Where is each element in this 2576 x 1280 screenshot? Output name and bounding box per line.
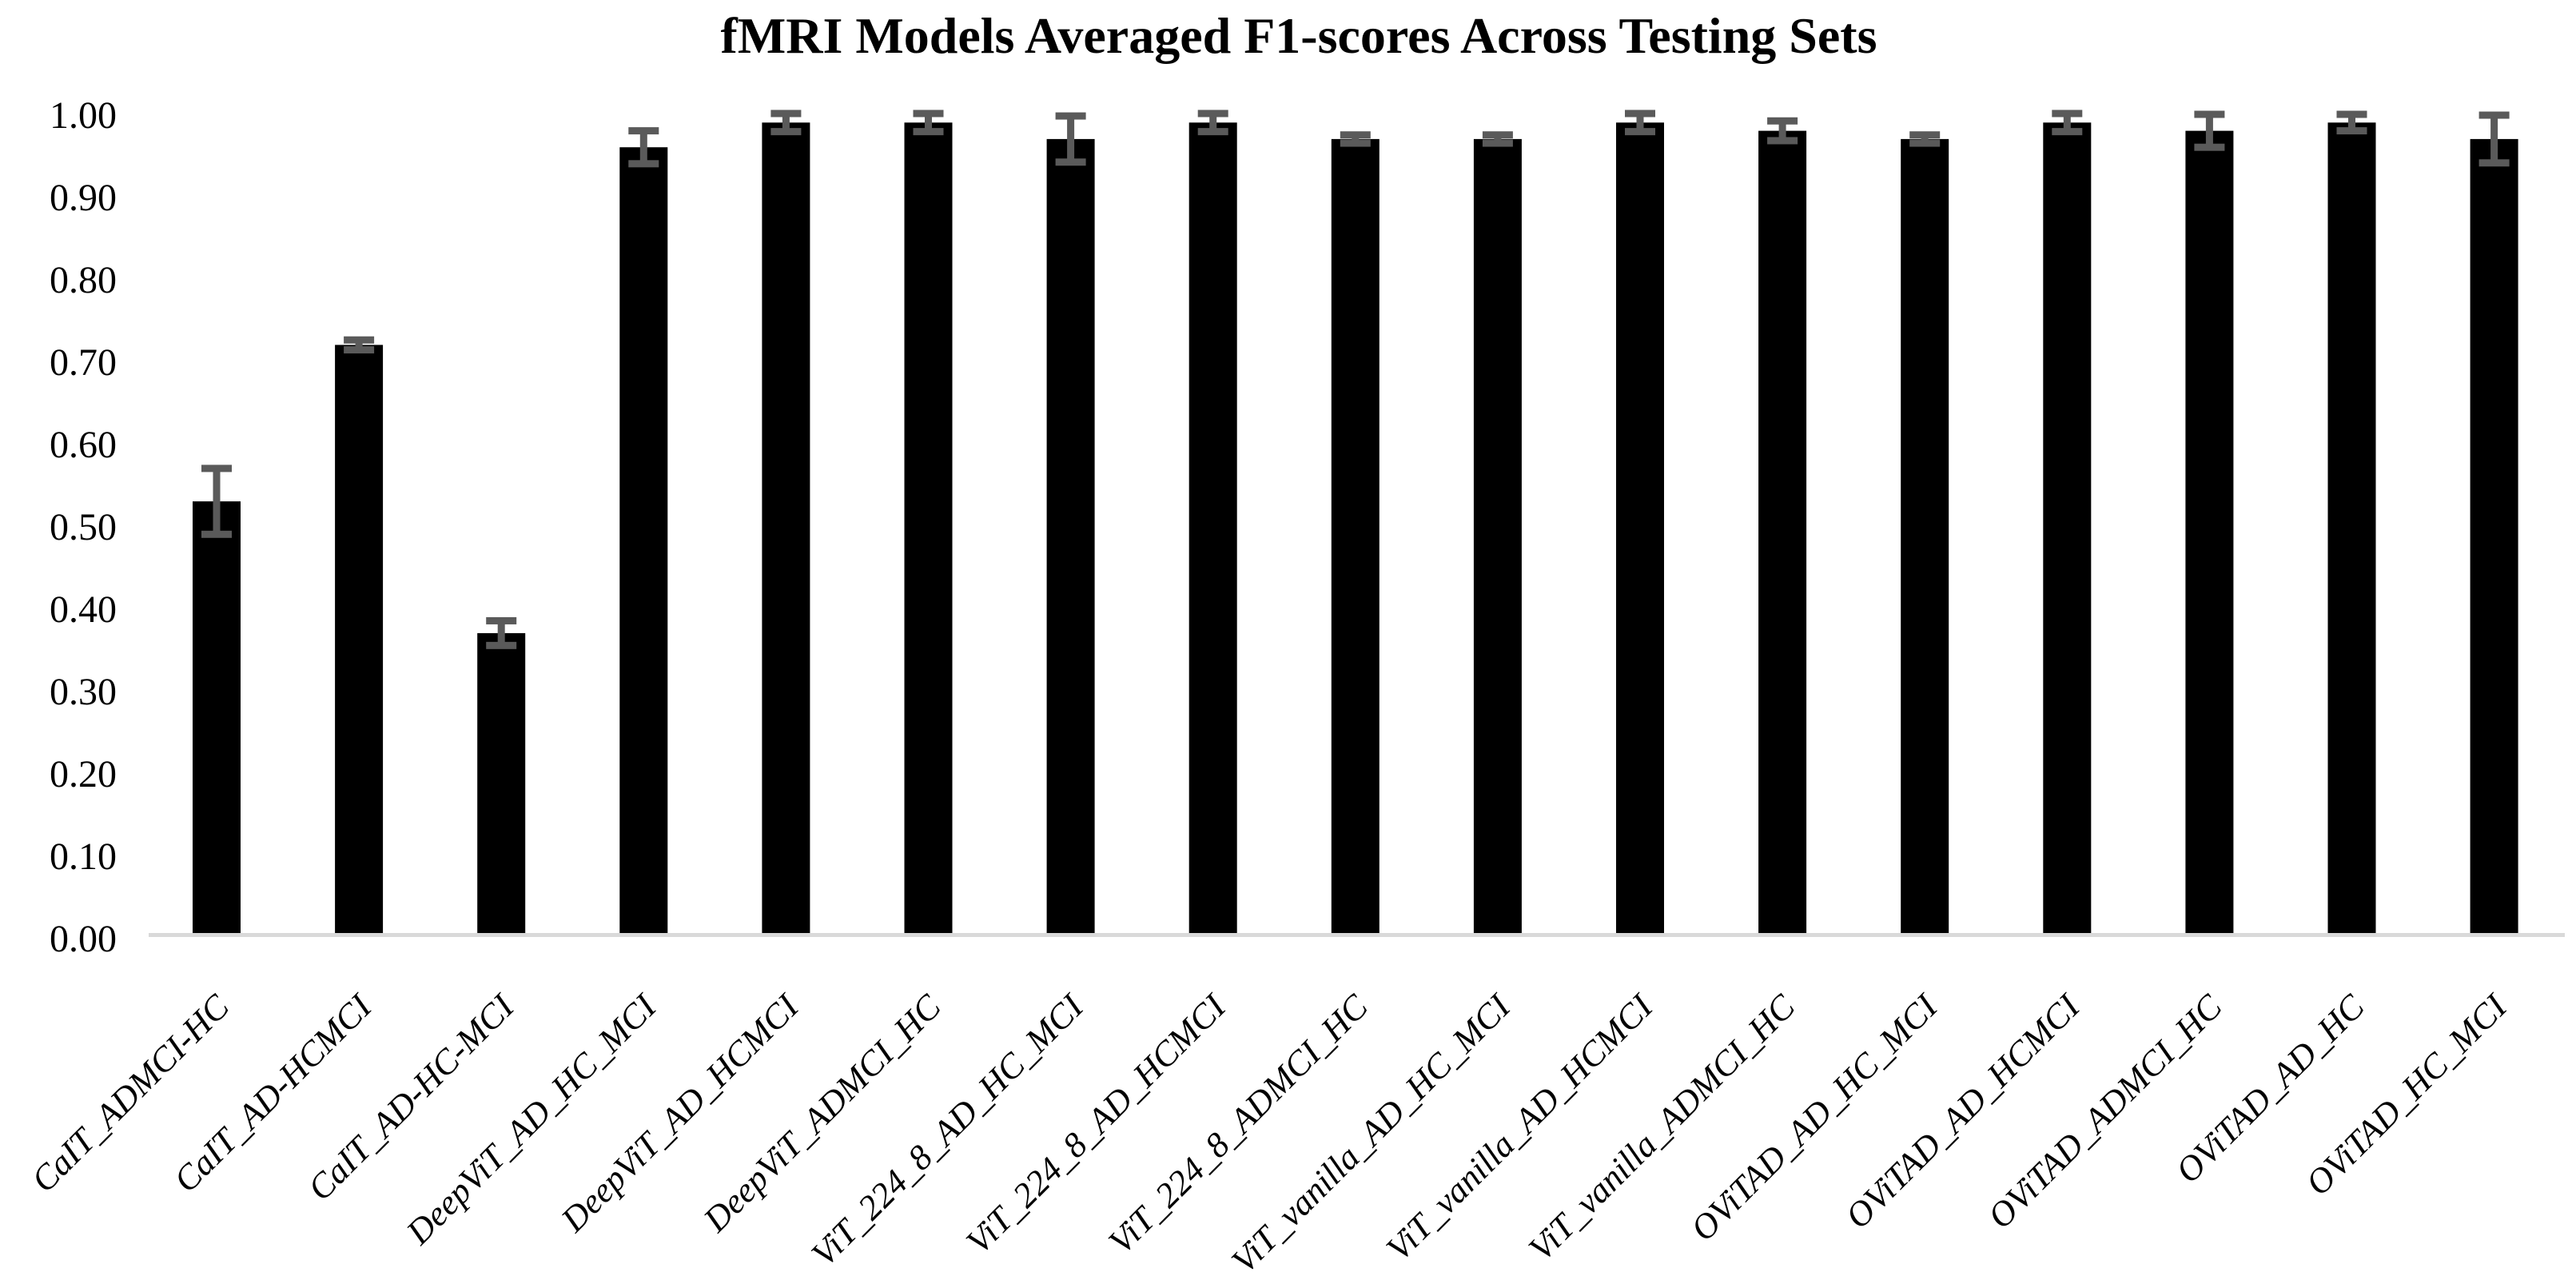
error-bar-stem bbox=[2490, 115, 2498, 163]
bar bbox=[193, 501, 241, 936]
y-tick-label: 0.80 bbox=[50, 259, 117, 301]
error-bar-top-cap bbox=[628, 127, 659, 135]
bar bbox=[1331, 138, 1380, 936]
error-bar-bottom-cap bbox=[1625, 128, 1655, 136]
bar bbox=[762, 122, 810, 937]
error-bar-bottom-cap bbox=[201, 530, 232, 538]
y-tick-label: 0.60 bbox=[50, 424, 117, 466]
y-tick-label: 0.10 bbox=[50, 835, 117, 878]
x-tick-label: OViTAD_AD_HC_MCI bbox=[1683, 986, 1946, 1249]
error-bar-bottom-cap bbox=[1909, 139, 1941, 147]
error-bar-stem bbox=[925, 113, 932, 132]
error-bar-bottom-cap bbox=[913, 128, 944, 136]
error-bar-bottom-cap bbox=[1482, 139, 1513, 147]
y-tick-label: 0.40 bbox=[50, 588, 117, 631]
error-bar-top-cap bbox=[2478, 111, 2510, 119]
y-tick-label: 0.90 bbox=[50, 177, 117, 219]
x-tick-label: ViT_vanilla_ADMCI_HC bbox=[1521, 987, 1803, 1269]
error-bar-stem bbox=[355, 340, 363, 350]
error-bar-stem bbox=[1352, 134, 1360, 144]
x-tick-label: ViT_224_8_ADMCI_HC bbox=[1101, 987, 1376, 1262]
error-bar-bottom-cap bbox=[2052, 128, 2083, 136]
error-bar-stem bbox=[639, 130, 647, 164]
x-tick-label: ViT_vanilla_AD_HC_MCI bbox=[1224, 986, 1519, 1280]
y-tick-label: 1.00 bbox=[50, 94, 117, 137]
error-bar-stem bbox=[1921, 134, 1929, 144]
error-bar-stem bbox=[1778, 121, 1786, 141]
error-bar-stem bbox=[1636, 113, 1644, 132]
error-bar-top-cap bbox=[1625, 110, 1655, 118]
error-bar-bottom-cap bbox=[2336, 127, 2367, 135]
error-bar-bottom-cap bbox=[1055, 158, 1086, 166]
x-tick-label: ViT_vanilla_AD_HCMCI bbox=[1379, 986, 1662, 1269]
error-bar-stem bbox=[2348, 114, 2355, 131]
error-bar-top-cap bbox=[2052, 110, 2083, 118]
error-bar-bottom-cap bbox=[344, 346, 375, 354]
error-bar-top-cap bbox=[1482, 131, 1513, 139]
y-axis: 1.00 0.90 0.80 0.70 0.60 0.50 0.40 0.30 0.20 0.10… bbox=[50, 94, 117, 960]
error-bar-stem bbox=[1209, 113, 1217, 132]
error-bar-bottom-cap bbox=[1340, 139, 1371, 147]
x-tick-label: ViT_224_8_AD_HC_MCI bbox=[804, 986, 1093, 1274]
bar bbox=[1616, 122, 1664, 937]
error-bar-top-cap bbox=[1055, 112, 1086, 120]
bar bbox=[2185, 130, 2234, 937]
x-tick-label: DeepViT_ADMCI_HC bbox=[695, 987, 949, 1240]
x-tick-label: DeepViT_AD_HC_MCI bbox=[398, 986, 665, 1253]
bar bbox=[2327, 122, 2376, 937]
y-tick-label: 0.20 bbox=[50, 753, 117, 796]
error-bar-stem bbox=[1494, 134, 1502, 144]
error-bar-top-cap bbox=[1909, 131, 1941, 139]
y-tick-label: 0.30 bbox=[50, 671, 117, 713]
error-bar-stem bbox=[213, 468, 221, 535]
error-bar-top-cap bbox=[486, 616, 517, 624]
error-bar-bottom-cap bbox=[486, 641, 517, 649]
error-bar-bottom-cap bbox=[2478, 159, 2510, 167]
error-bar-bottom-cap bbox=[1767, 137, 1798, 145]
x-axis: CaIT_ADMCI-HCCaIT_AD-HCMCICaIT_AD-HC-MCI… bbox=[24, 933, 2565, 1280]
error-bar-top-cap bbox=[913, 110, 944, 118]
error-bar-bottom-cap bbox=[628, 160, 659, 168]
error-bar-bottom-cap bbox=[770, 128, 802, 136]
error-bar-stem bbox=[2063, 113, 2071, 132]
y-tick-label: 0.00 bbox=[50, 918, 117, 960]
error-bar-top-cap bbox=[2194, 110, 2225, 118]
error-bar-top-cap bbox=[344, 336, 375, 344]
bar bbox=[1758, 130, 1807, 937]
error-bar-top-cap bbox=[1197, 110, 1228, 118]
bar bbox=[2043, 122, 2092, 937]
error-bar-top-cap bbox=[201, 465, 232, 473]
bar bbox=[335, 345, 384, 936]
y-tick-label: 0.70 bbox=[50, 341, 117, 384]
error-bar-stem bbox=[1067, 116, 1075, 162]
error-bar-top-cap bbox=[2336, 110, 2367, 118]
error-bar-stem bbox=[2205, 114, 2213, 148]
error-bar-top-cap bbox=[770, 110, 802, 118]
bar bbox=[1901, 138, 1949, 936]
x-axis-line bbox=[149, 933, 2565, 937]
bar bbox=[2470, 138, 2518, 936]
error-bar-bottom-cap bbox=[2194, 143, 2225, 151]
error-bars bbox=[201, 110, 2510, 649]
bar bbox=[477, 632, 526, 936]
x-tick-label: DeepViT_AD_HCMCI bbox=[553, 986, 807, 1240]
bar-series bbox=[193, 122, 2518, 937]
error-bar-stem bbox=[497, 620, 505, 646]
x-tick-label: OViTAD_ADMCI_HC bbox=[1981, 987, 2230, 1236]
bar bbox=[904, 122, 953, 937]
chart-title: fMRI Models Averaged F1-scores Across Te… bbox=[721, 7, 1877, 64]
error-bar-top-cap bbox=[1767, 117, 1798, 125]
x-tick-label: OViTAD_AD_HCMCI bbox=[1838, 986, 2088, 1236]
error-bar-stem bbox=[782, 113, 790, 132]
bar bbox=[1188, 122, 1237, 937]
error-bar-bottom-cap bbox=[1197, 128, 1228, 136]
bar bbox=[1046, 138, 1095, 936]
bar bbox=[1473, 138, 1522, 936]
x-tick-label: ViT_224_8_AD_HCMCI bbox=[958, 986, 1234, 1262]
y-tick-label: 0.50 bbox=[50, 506, 117, 548]
error-bar-top-cap bbox=[1340, 131, 1371, 139]
bar bbox=[619, 147, 668, 936]
